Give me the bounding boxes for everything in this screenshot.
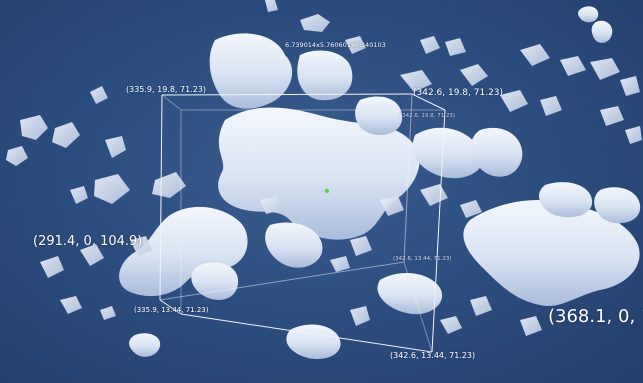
corner-label-bottom-left: (335.9, 13.44, 71.23) bbox=[134, 306, 209, 314]
far-right-coordinate-label: (368.1, 0, 1 bbox=[548, 306, 643, 327]
isosurface-fragments bbox=[6, 0, 642, 336]
far-left-coordinate-label: (291.4, 0, 104.9) bbox=[33, 234, 143, 249]
bounding-box[interactable] bbox=[159, 93, 446, 353]
center-marker[interactable] bbox=[324, 188, 330, 194]
corner-label-top-right: (342.6, 19.8, 71.23) bbox=[413, 88, 504, 98]
dimensions-label: 6.739014x5.760601x6.340103 bbox=[285, 41, 386, 49]
corner-label-inner-top-right: (342.6, 19.8, 71.23) bbox=[400, 113, 456, 119]
corner-label-inner-bottom-right: (342.6, 13.44, 71.23) bbox=[393, 256, 452, 262]
corner-label-top-left: (335.9, 19.8, 71.23) bbox=[126, 85, 207, 94]
corner-label-bottom-right: (342.6, 13.44, 71.23) bbox=[390, 351, 476, 360]
